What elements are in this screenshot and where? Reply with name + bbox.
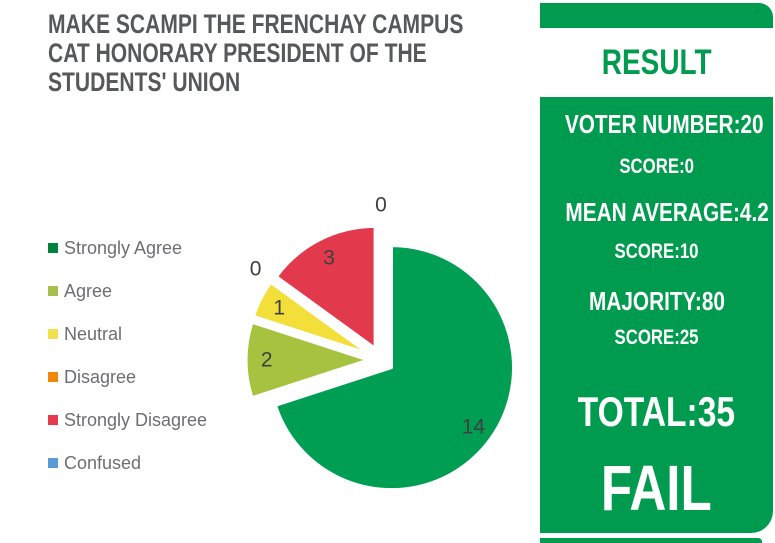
legend-label-neutral: Neutral [64, 324, 123, 344]
legend-label-strongly-agree: Strongly Agree [64, 238, 183, 258]
result-header-label: RESULT [601, 42, 712, 82]
stat-majority: MAJORITY:80 [588, 286, 725, 316]
stat-voter-score: SCORE:0 [619, 155, 694, 178]
legend-item-strongly-disagree: Strongly Disagree [48, 411, 207, 429]
legend-item-neutral: Neutral [48, 325, 207, 343]
pie-label-confused: 0 [375, 194, 387, 217]
pie-label-strongly-agree: 14 [462, 416, 486, 439]
stat-mean-average: MEAN AVERAGE:4.2 [565, 197, 769, 227]
pie-slice-strongly-agree [274, 244, 516, 492]
panel-bottom-bar [540, 538, 762, 543]
legend-swatch-agree [48, 286, 58, 296]
pie-label-strongly-disagree: 3 [323, 247, 335, 270]
verdict-label: FAIL [601, 452, 712, 524]
chart-legend: Strongly Agree Agree Neutral Disagree Strong… [48, 239, 207, 497]
pie-label-disagree: 0 [250, 257, 262, 280]
pie-label-agree: 2 [261, 349, 273, 372]
result-header: RESULT [540, 28, 773, 97]
legend-swatch-strongly-disagree [48, 415, 58, 425]
stat-majority-score: SCORE:25 [614, 326, 699, 349]
legend-swatch-disagree [48, 372, 58, 382]
legend-label-disagree: Disagree [64, 367, 137, 387]
legend-label-strongly-disagree: Strongly Disagree [64, 410, 208, 430]
legend-item-agree: Agree [48, 282, 207, 300]
legend-label-confused: Confused [64, 453, 142, 473]
legend-swatch-strongly-agree [48, 243, 58, 253]
stat-mean-score: SCORE:10 [614, 240, 699, 263]
stat-total: TOTAL:35 [577, 388, 736, 435]
result-panel: VOTER NUMBER:20 SCORE:0 MEAN AVERAGE:4.2… [540, 97, 773, 533]
legend-label-agree: Agree [64, 281, 113, 301]
page-title: MAKE SCAMPI THE FRENCHAY CAMPUS CAT HONO… [48, 9, 464, 97]
pie-slice-agree [244, 320, 370, 400]
legend-item-strongly-agree: Strongly Agree [48, 239, 207, 257]
legend-swatch-confused [48, 458, 58, 468]
pie-label-neutral: 1 [273, 297, 285, 320]
legend-item-confused: Confused [48, 454, 207, 472]
legend-item-disagree: Disagree [48, 368, 207, 386]
stat-voter-number: VOTER NUMBER:20 [564, 109, 764, 139]
pie-slice-neutral [251, 280, 371, 356]
legend-swatch-neutral [48, 329, 58, 339]
pie-slice-strongly-disagree [274, 224, 377, 350]
panel-top-bar [540, 3, 773, 28]
